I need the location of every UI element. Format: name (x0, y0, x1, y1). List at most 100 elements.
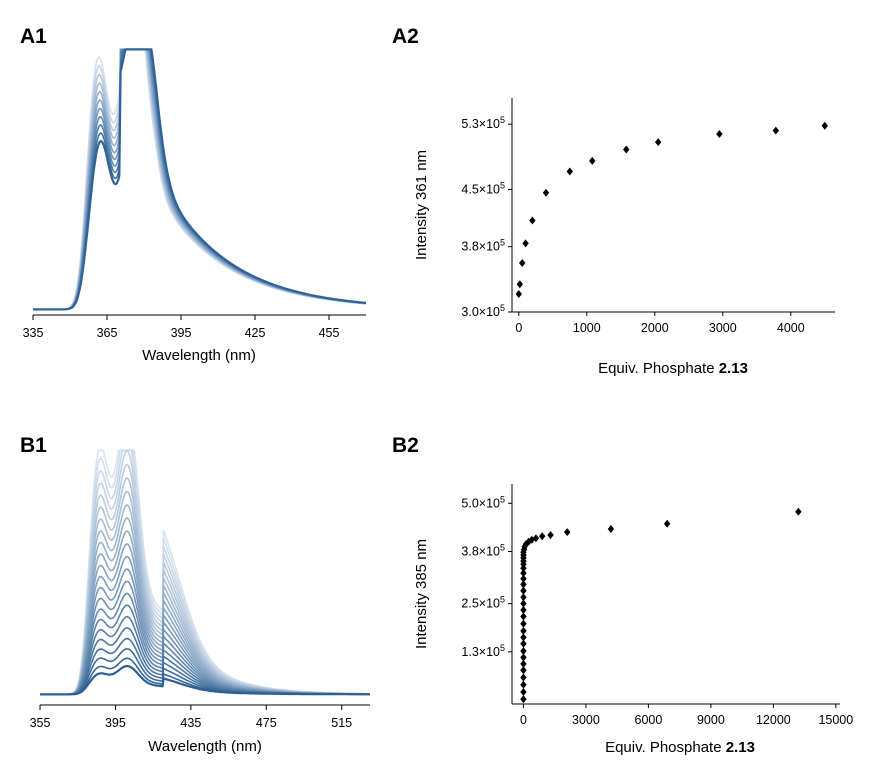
b2-data-point (520, 593, 527, 602)
a2-data-point (716, 129, 723, 138)
b2-data-point (520, 695, 527, 704)
chart-b1-x-ticks: 355 395 435 475 515 (30, 705, 352, 730)
b2-y-tick-label: 3.8×105 (461, 542, 505, 558)
b1-x-tick-label: 355 (30, 716, 51, 730)
a1-x-tick-label: 365 (97, 326, 118, 340)
a2-data-point (519, 258, 526, 267)
chart-b2-points (520, 507, 802, 704)
a1-series-line (33, 48, 367, 311)
chart-a1-spectra: 335 365 395 425 455 Wavelength (nm) (23, 48, 367, 364)
a2-y-tick-label: 4.5×105 (461, 180, 505, 196)
a1-x-tick-label: 455 (319, 326, 340, 340)
b2-x-tick-label: 12000 (756, 713, 791, 727)
b2-data-point (520, 586, 527, 595)
chart-b2-ticks: 0 3000 6000 9000 12000 15000 1.3×105 2.5×105 3.8… (461, 494, 853, 727)
b2-data-point (663, 519, 671, 528)
a2-data-point (772, 126, 780, 135)
a2-data-point (516, 280, 524, 289)
panel-label-b1: B1 (20, 434, 47, 457)
a2-y-tick-label: 3.0×105 (461, 303, 505, 319)
b2-data-point (520, 569, 527, 578)
chart-a1-series (33, 48, 367, 311)
b2-data-point (520, 666, 527, 675)
a1-x-tick-label: 425 (245, 326, 266, 340)
b1-x-tick-label: 515 (331, 716, 352, 730)
a2-data-point (542, 188, 550, 197)
b2-x-tick-label: 0 (520, 713, 527, 727)
chart-a2-x-title: Equiv. Phosphate 2.13 (598, 360, 748, 377)
b2-data-point (520, 612, 527, 621)
a2-y-tick-label: 3.8×105 (461, 238, 505, 254)
b2-data-point (520, 580, 527, 589)
a2-data-point (589, 156, 596, 165)
b2-y-tick-label: 5.0×105 (461, 494, 505, 510)
a2-data-point (623, 145, 630, 154)
b2-data-point (520, 606, 527, 615)
chart-a2-x-title-text: Equiv. Phosphate (598, 360, 719, 377)
b2-data-point (532, 534, 540, 543)
b2-data-point (528, 535, 535, 544)
chart-b1-series (40, 449, 371, 696)
panel-label-b2: B2 (392, 434, 419, 457)
chart-b2-y-title: Intensity 385 nm (413, 539, 430, 649)
a2-data-point (522, 239, 529, 248)
b1-x-tick-label: 395 (105, 716, 126, 730)
a2-x-tick-label: 3000 (709, 321, 737, 335)
b2-x-tick-label: 6000 (635, 713, 663, 727)
b2-data-point (520, 687, 527, 696)
b2-data-point (520, 574, 527, 583)
chart-b1-x-title: Wavelength (nm) (148, 738, 262, 755)
a2-x-tick-label: 0 (515, 321, 522, 335)
panel-label-a1: A1 (20, 25, 47, 48)
a2-x-tick-label: 2000 (641, 321, 669, 335)
a2-data-point (515, 290, 522, 299)
a2-data-point (821, 121, 828, 130)
chart-a2-ticks: 0 1000 2000 3000 4000 3.0×105 3.8×105 4.5×105 5.… (461, 115, 804, 335)
b2-x-tick-label: 9000 (697, 713, 725, 727)
b2-data-point (795, 507, 802, 516)
a2-data-point (655, 138, 662, 147)
a2-data-point (566, 167, 573, 176)
b2-data-point (520, 673, 527, 682)
b2-data-point (520, 633, 527, 642)
panel-label-a2: A2 (392, 25, 419, 48)
b2-data-point (520, 680, 527, 689)
a1-x-tick-label: 395 (171, 326, 192, 340)
b2-data-point (563, 528, 571, 537)
b2-data-point (538, 532, 546, 541)
b2-data-point (520, 599, 527, 608)
a2-y-tick-label: 5.3×105 (461, 115, 505, 131)
b2-data-point (520, 647, 527, 656)
b2-data-point (520, 639, 527, 648)
a1-x-tick-label: 335 (23, 326, 44, 340)
b2-data-point (547, 530, 554, 539)
b2-y-tick-label: 2.5×105 (461, 595, 505, 611)
b1-x-tick-label: 475 (256, 716, 277, 730)
chart-b2-scatter: 0 3000 6000 9000 12000 15000 1.3×105 2.5×105 3.8… (413, 484, 853, 756)
chart-a1-x-ticks: 335 365 395 425 455 (23, 315, 340, 340)
chart-a2-scatter: 0 1000 2000 3000 4000 3.0×105 3.8×105 4.5×105 5.… (413, 98, 835, 377)
chart-b2-x-title: Equiv. Phosphate 2.13 (605, 739, 755, 756)
a2-x-tick-label: 4000 (777, 321, 805, 335)
b2-x-tick-label: 15000 (818, 713, 853, 727)
b2-data-point (520, 619, 527, 628)
a2-data-point (529, 216, 536, 225)
chart-a1-x-title: Wavelength (nm) (142, 347, 256, 364)
b2-data-point (607, 524, 615, 533)
chart-a2-x-title-compound: 2.13 (719, 360, 748, 377)
b1-x-tick-label: 435 (180, 716, 201, 730)
b2-data-point (520, 626, 527, 635)
b2-data-point (520, 564, 527, 573)
chart-b1-spectra: 355 395 435 475 515 Wavelength (nm) (30, 449, 371, 755)
chart-a2-points (515, 121, 828, 299)
a2-x-tick-label: 1000 (573, 321, 601, 335)
chart-a2-y-title: Intensity 361 nm (413, 150, 430, 260)
chart-b2-x-title-compound: 2.13 (726, 739, 755, 756)
b2-data-point (520, 653, 527, 662)
b1-series-line (40, 664, 370, 696)
b2-y-tick-label: 1.3×105 (461, 643, 505, 659)
chart-b2-x-title-text: Equiv. Phosphate (605, 739, 726, 756)
b2-data-point (520, 659, 527, 668)
b2-x-tick-label: 3000 (572, 713, 600, 727)
